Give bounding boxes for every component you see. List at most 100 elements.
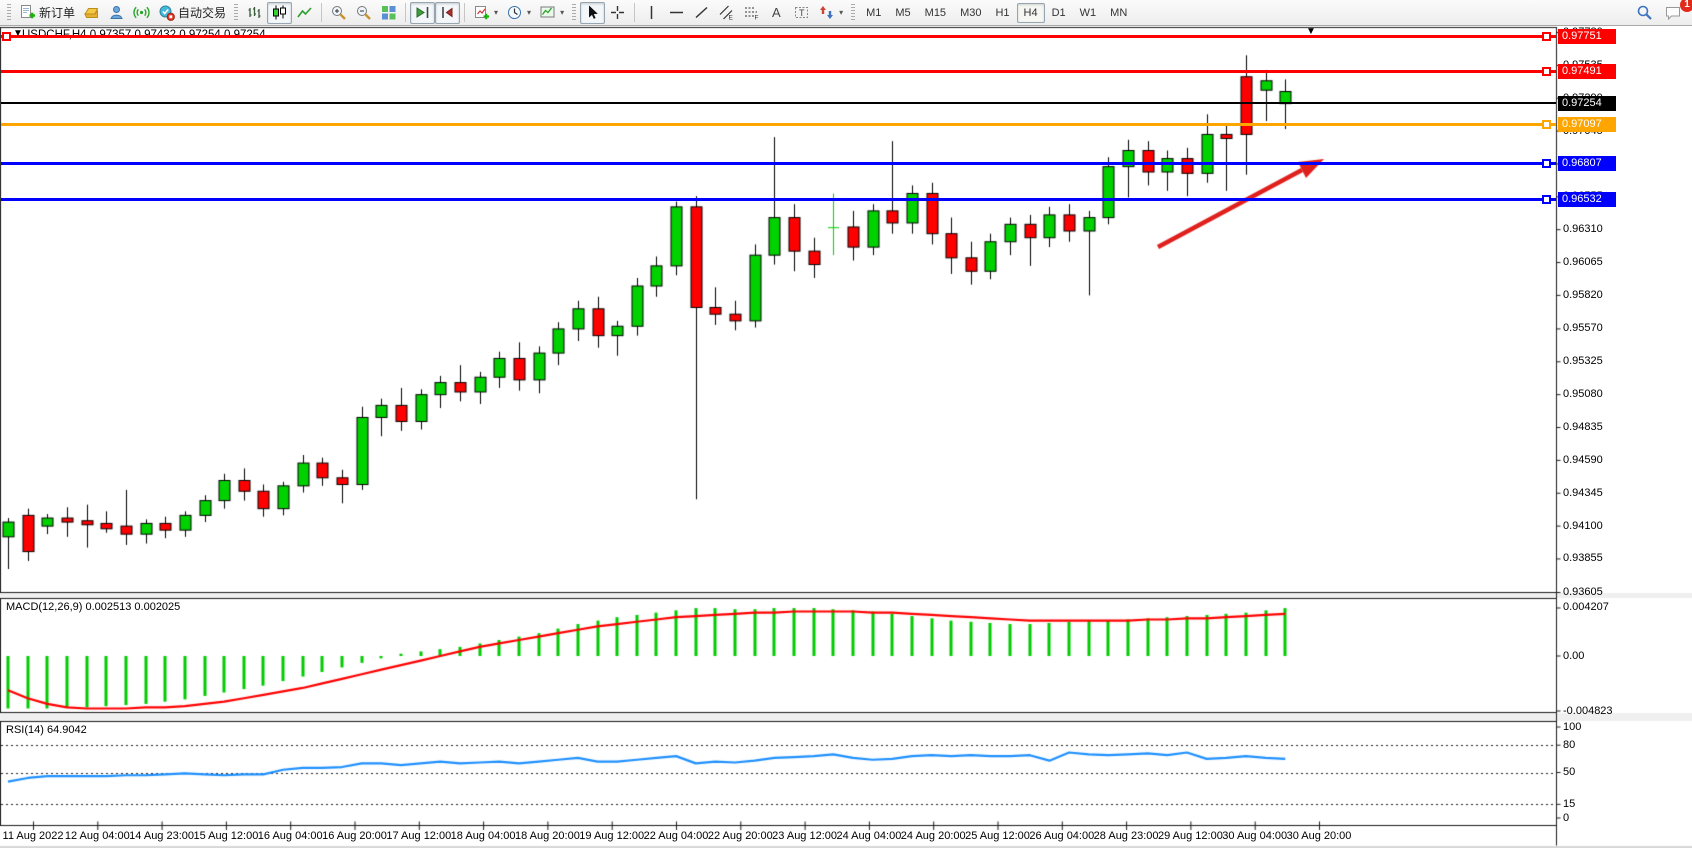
resistance-lower-line[interactable] xyxy=(1,69,1556,73)
time-axis-label: 29 Aug 12:00 xyxy=(1157,830,1223,842)
timeframe-button-M15[interactable]: M15 xyxy=(918,3,953,23)
time-axis-label: 18 Aug 20:00 xyxy=(514,830,580,842)
periods-button[interactable]: ▾ xyxy=(502,2,535,24)
price-axis-label: 0.94100 xyxy=(1563,519,1603,532)
arrows-icon xyxy=(820,6,834,19)
support-lower-line[interactable] xyxy=(1,198,1556,202)
time-axis-label: 16 Aug 20:00 xyxy=(322,830,387,842)
support-upper-line[interactable] xyxy=(1,161,1556,165)
signals-button[interactable] xyxy=(129,2,154,24)
trend-line-button[interactable] xyxy=(689,2,714,24)
bars-chart-icon xyxy=(248,7,261,18)
time-axis-label: 28 Aug 23:00 xyxy=(1093,830,1159,842)
zoom-in-button[interactable] xyxy=(326,2,351,24)
chart-shift-marker-icon[interactable]: ▼ xyxy=(1306,26,1316,37)
rsi-axis-label: 80 xyxy=(1563,738,1576,751)
profiles-icon xyxy=(84,8,99,18)
support-lower-handle[interactable] xyxy=(1542,195,1551,205)
line-chart-button[interactable] xyxy=(292,2,317,24)
rsi-axis-label: 50 xyxy=(1563,766,1576,778)
timeframe-button-M5[interactable]: M5 xyxy=(888,3,917,23)
bid-price-line[interactable] xyxy=(1,102,1556,105)
dropdown-arrow-icon: ▾ xyxy=(527,8,532,17)
line-chart-icon xyxy=(297,7,312,18)
bars-chart-button[interactable] xyxy=(242,2,267,24)
crosshair-icon xyxy=(611,6,625,19)
support-upper-handle[interactable] xyxy=(1542,158,1551,168)
price-axis-label: 0.94835 xyxy=(1563,421,1603,434)
timeframe-button-H4[interactable]: H4 xyxy=(1016,2,1045,23)
time-axis-label: 19 Aug 12:00 xyxy=(579,830,645,842)
tile-windows-button[interactable] xyxy=(376,2,401,24)
rsi-indicator-label: RSI(14) 64.9042 xyxy=(6,724,87,736)
macd-axis-label: 0.004207 xyxy=(1563,601,1609,614)
time-axis-label: 18 Aug 04:00 xyxy=(450,830,516,842)
vertical-line-button[interactable] xyxy=(639,2,664,24)
cursor-button[interactable] xyxy=(580,1,606,24)
toolbar-separator xyxy=(634,3,636,22)
autotrading-button[interactable]: 自动交易 xyxy=(154,2,230,24)
line-anchor-handle[interactable] xyxy=(2,31,11,41)
chat-icon xyxy=(1666,7,1680,21)
timeframe-button-MN[interactable]: MN xyxy=(1103,3,1134,23)
search-button[interactable] xyxy=(1632,2,1657,24)
timeframe-group: M1 M5 M15 M30 H1 H4 D1 W1 MN xyxy=(859,2,1134,23)
dropdown-arrow-icon: ▾ xyxy=(560,8,565,17)
toolbar-separator xyxy=(464,3,466,22)
timeframe-button-M1[interactable]: M1 xyxy=(859,3,888,23)
time-axis-label: 24 Aug 20:00 xyxy=(900,830,966,842)
resistance-upper-line[interactable] xyxy=(1,34,1556,38)
rsi-axis-label: 15 xyxy=(1563,797,1576,810)
profiles-button[interactable] xyxy=(79,2,104,24)
auto-scroll-button[interactable] xyxy=(410,1,436,24)
fibonacci-icon: F xyxy=(745,7,759,21)
chart-shift-button[interactable] xyxy=(435,1,461,24)
timeframe-button-D1[interactable]: D1 xyxy=(1045,3,1073,23)
fibonacci-button[interactable]: F xyxy=(739,2,764,24)
toolbar-grip[interactable] xyxy=(851,3,856,22)
toolbar-grip[interactable] xyxy=(572,3,577,22)
tile-windows-icon xyxy=(382,6,396,20)
indicators-button[interactable]: ▾ xyxy=(469,2,502,24)
timeframe-button-H1[interactable]: H1 xyxy=(988,3,1016,23)
new-order-button[interactable]: 新订单 xyxy=(15,2,79,24)
text-button[interactable]: A xyxy=(764,2,789,24)
trend-line-icon xyxy=(695,6,708,19)
time-axis-label: 14 Aug 23:00 xyxy=(129,830,195,842)
chat-button[interactable]: 1 xyxy=(1657,0,1692,25)
resistance-upper-handle[interactable] xyxy=(1542,31,1551,41)
text-icon: A xyxy=(772,5,781,20)
toolbar-grip[interactable] xyxy=(234,3,239,22)
toolbar-separator xyxy=(405,3,407,22)
resistance-lower-handle[interactable] xyxy=(1542,66,1551,76)
support-lower-price-badge: 0.96532 xyxy=(1558,192,1616,208)
time-axis-label: 11 Aug 2022 xyxy=(2,830,64,842)
zoom-out-button[interactable] xyxy=(351,2,376,24)
community-button[interactable] xyxy=(104,2,129,24)
timeframe-button-W1[interactable]: W1 xyxy=(1073,3,1104,23)
equidistant-channel-button[interactable]: E xyxy=(714,2,739,24)
crosshair-button[interactable] xyxy=(605,2,630,24)
indicators-icon xyxy=(475,6,490,20)
toolbar-grip[interactable] xyxy=(7,3,11,22)
new-order-label: 新订单 xyxy=(39,6,76,20)
rsi-axis-label: 100 xyxy=(1563,720,1582,733)
arrows-button[interactable]: ▾ xyxy=(814,2,847,24)
price-axis-label: 0.95570 xyxy=(1563,322,1603,335)
time-axis-label: 30 Aug 04:00 xyxy=(1222,830,1288,842)
price-axis-label: 0.94345 xyxy=(1563,486,1603,499)
candles-chart-button[interactable] xyxy=(267,1,293,24)
resistance-upper-price-badge: 0.97751 xyxy=(1558,28,1616,44)
new-order-icon xyxy=(21,5,35,19)
templates-button[interactable]: ▾ xyxy=(535,2,568,24)
orange-level-line[interactable] xyxy=(1,122,1556,126)
timeframe-button-M30[interactable]: M30 xyxy=(953,3,988,23)
support-upper-price-badge: 0.96807 xyxy=(1558,155,1616,171)
notification-badge: 1 xyxy=(1680,0,1692,12)
horizontal-line-button[interactable] xyxy=(664,2,689,24)
text-label-button[interactable]: T xyxy=(789,2,814,24)
search-icon xyxy=(1637,5,1652,20)
orange-level-handle[interactable] xyxy=(1542,119,1551,129)
equidistant-channel-icon: E xyxy=(719,5,734,21)
